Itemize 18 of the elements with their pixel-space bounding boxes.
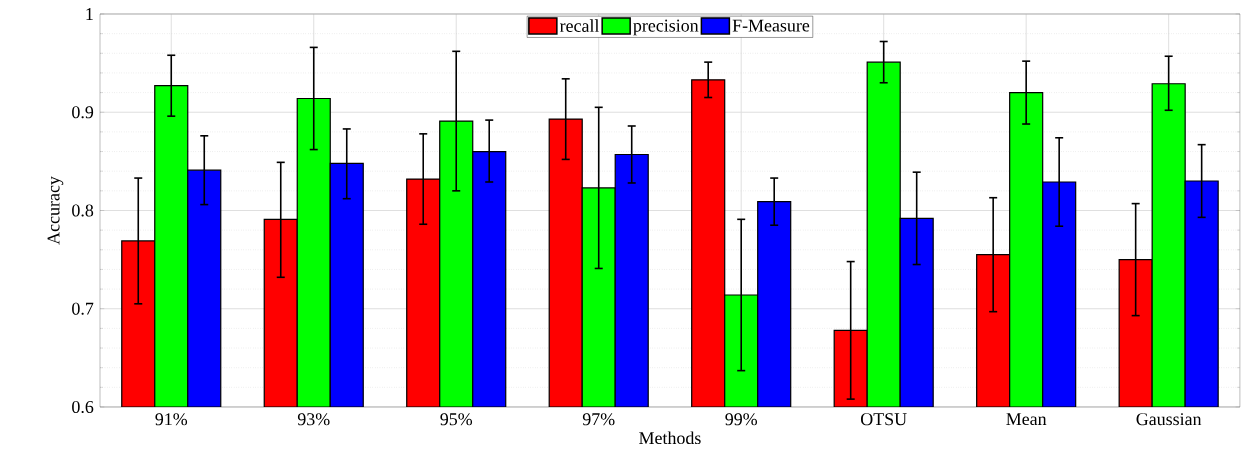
legend-label: precision <box>633 19 699 36</box>
y-axis-title: Accuracy <box>47 176 64 245</box>
y-tick-label: 0.9 <box>72 106 94 119</box>
x-tick-label: 97% <box>582 413 615 426</box>
x-tick-label: Gaussian <box>1136 413 1202 426</box>
x-tick-label: OTSU <box>861 413 907 426</box>
y-tick-label: 1 <box>86 8 93 20</box>
legend-label: F-Measure <box>732 19 810 32</box>
y-tick-label: 0.8 <box>72 204 94 217</box>
x-axis-title: Methods <box>639 431 701 445</box>
x-tick-label: 93% <box>297 413 330 426</box>
x-tick-label: 99% <box>725 413 758 426</box>
y-tick-label: 0.7 <box>72 302 94 315</box>
y-tick-label: 0.6 <box>72 400 94 414</box>
x-tick-label: Mean <box>1006 413 1047 426</box>
legend-label: recall <box>559 19 600 32</box>
x-tick-label: 91% <box>155 413 188 426</box>
x-tick-label: 95% <box>440 413 473 426</box>
